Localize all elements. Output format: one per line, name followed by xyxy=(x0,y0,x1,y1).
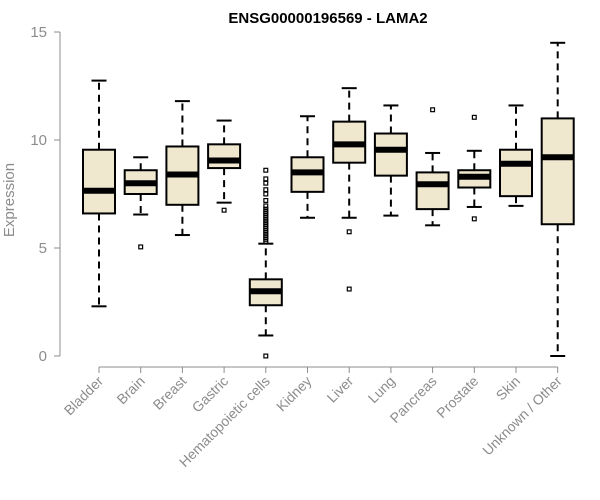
outlier-point xyxy=(263,167,269,173)
box-group xyxy=(457,114,492,222)
x-tick-label: Skin xyxy=(493,373,524,404)
outlier-point xyxy=(263,187,269,193)
box-group xyxy=(499,104,533,207)
outlier-point xyxy=(430,107,436,113)
box-group xyxy=(248,167,283,359)
outlier-point xyxy=(221,207,227,213)
y-tick-label: 10 xyxy=(30,132,47,149)
y-tick-label: 15 xyxy=(30,24,47,41)
box-group xyxy=(373,104,408,217)
y-axis: 0 5 10 15 xyxy=(30,24,61,365)
outlier-point xyxy=(263,197,269,203)
box-group xyxy=(332,87,367,292)
iqr-box xyxy=(207,143,242,170)
outlier-point xyxy=(263,353,269,359)
iqr-box xyxy=(373,132,408,177)
x-tick-label: Brain xyxy=(113,373,147,407)
x-tick-label: Breast xyxy=(150,373,190,413)
outlier-point xyxy=(138,244,144,250)
box-group xyxy=(207,119,242,213)
x-tick-label: Kidney xyxy=(273,373,315,415)
x-tick-label: Liver xyxy=(324,373,357,406)
outlier-point xyxy=(263,180,269,186)
box-group xyxy=(165,100,200,237)
outlier-point xyxy=(471,114,477,120)
box-group xyxy=(540,41,575,357)
x-tick-label: Bladder xyxy=(61,373,107,419)
outlier-point xyxy=(263,203,269,209)
outlier-point xyxy=(471,216,477,222)
box-group xyxy=(82,79,116,308)
iqr-box xyxy=(499,148,533,198)
plot-area xyxy=(82,41,575,359)
x-tick-label: Lung xyxy=(365,373,398,406)
outlier-point xyxy=(346,229,352,235)
y-tick-label: 0 xyxy=(39,348,47,365)
outlier-point xyxy=(263,176,269,182)
x-tick-label: Unknown / Other xyxy=(479,373,565,459)
box-group xyxy=(123,156,158,250)
y-tick-label: 5 xyxy=(39,240,47,257)
iqr-box xyxy=(540,117,575,226)
iqr-box xyxy=(82,148,116,215)
x-tick-label: Prostate xyxy=(433,373,481,421)
box-group xyxy=(415,107,450,227)
iqr-box xyxy=(415,171,450,211)
outlier-point xyxy=(263,191,269,197)
box-group xyxy=(290,115,325,219)
outlier-point xyxy=(346,286,352,292)
y-axis-label: Expression xyxy=(1,163,18,237)
chart-title: ENSG00000196569 - LAMA2 xyxy=(228,10,427,27)
